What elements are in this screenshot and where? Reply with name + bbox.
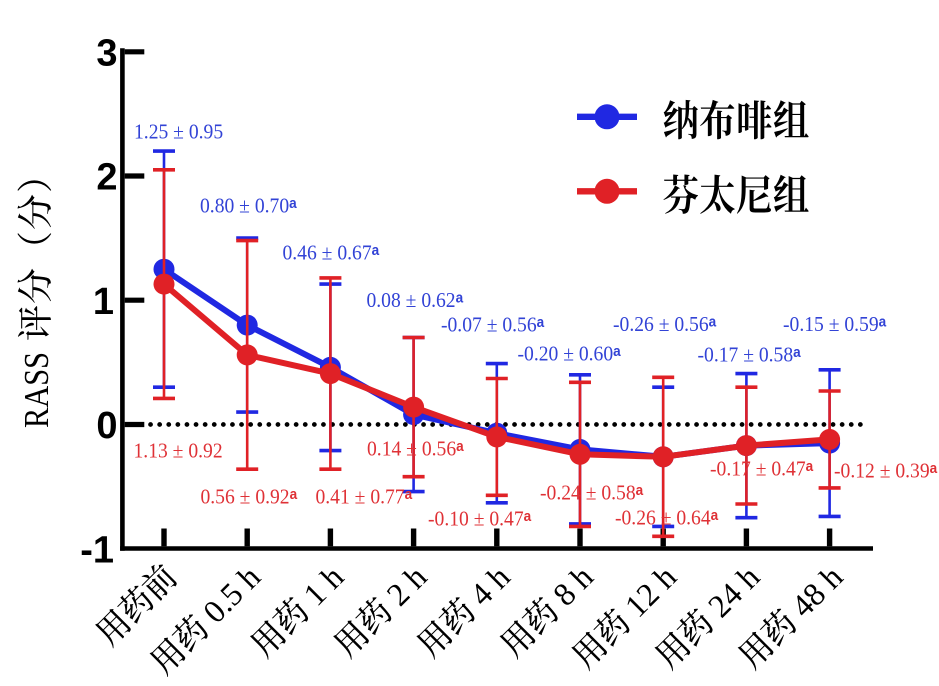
svg-text:-0.26 ± 0.64a: -0.26 ± 0.64a <box>615 507 719 530</box>
svg-text:-0.10 ± 0.47a: -0.10 ± 0.47a <box>428 508 532 531</box>
svg-text:-0.15 ± 0.59a: -0.15 ± 0.59a <box>783 313 887 336</box>
svg-text:0.41 ± 0.77a: 0.41 ± 0.77a <box>316 486 414 509</box>
svg-text:3: 3 <box>96 32 117 74</box>
svg-text:1: 1 <box>93 281 114 323</box>
svg-text:0.14 ± 0.56a: 0.14 ± 0.56a <box>367 438 465 461</box>
svg-text:-0.20 ± 0.60a: -0.20 ± 0.60a <box>518 343 622 366</box>
svg-text:1.25 ± 0.95: 1.25 ± 0.95 <box>134 121 223 144</box>
svg-text:-0.17 ± 0.47a: -0.17 ± 0.47a <box>710 458 814 481</box>
svg-text:-1: -1 <box>80 529 114 571</box>
svg-text:0: 0 <box>96 405 117 447</box>
svg-text:2: 2 <box>96 157 117 199</box>
svg-text:-0.07 ± 0.56a: -0.07 ± 0.56a <box>441 314 545 337</box>
svg-text:0.56 ± 0.92a: 0.56 ± 0.92a <box>201 486 299 509</box>
svg-text:0.80 ± 0.70a: 0.80 ± 0.70a <box>200 195 298 218</box>
svg-text:-0.24 ± 0.58a: -0.24 ± 0.58a <box>540 482 644 505</box>
svg-text:0.46 ± 0.67a: 0.46 ± 0.67a <box>283 242 381 265</box>
svg-text:RASS: RASS <box>17 352 56 428</box>
svg-text:-0.26 ± 0.56a: -0.26 ± 0.56a <box>613 313 717 336</box>
svg-text:-0.17 ± 0.58a: -0.17 ± 0.58a <box>698 344 802 367</box>
svg-text:-0.12 ± 0.39a: -0.12 ± 0.39a <box>834 460 938 483</box>
svg-text:1.13 ± 0.92: 1.13 ± 0.92 <box>134 440 223 463</box>
svg-text:0.08 ± 0.62a: 0.08 ± 0.62a <box>367 289 465 312</box>
